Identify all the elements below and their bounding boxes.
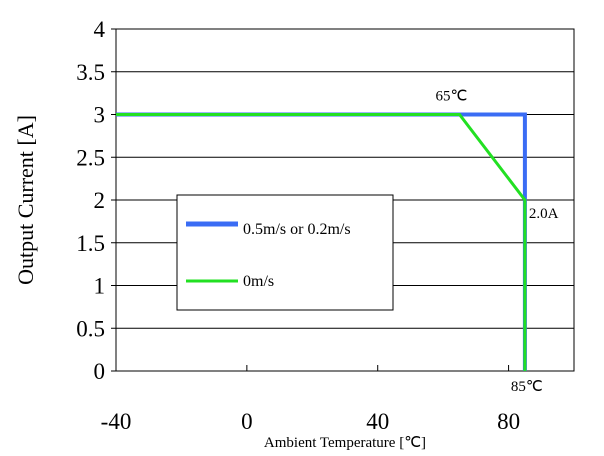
legend-label-series-1: 0.5m/s or 0.2m/s	[243, 221, 351, 238]
x-tick-label: 0	[241, 409, 253, 434]
legend-box	[176, 194, 394, 311]
x-tick-label: -40	[101, 409, 132, 434]
y-tick-label: 2	[94, 188, 106, 213]
y-tick-label: 0	[94, 359, 106, 384]
series-line-2	[116, 113, 527, 371]
y-tick-label: 3.5	[76, 60, 105, 85]
annotation-label: 2.0A	[529, 206, 559, 222]
legend: 0.5m/s or 0.2m/s 0m/s	[176, 194, 394, 311]
y-axis-ticks: 0 0.5 1 1.5 2 2.5 3 3.5 4	[76, 17, 116, 384]
series-lines	[116, 112, 527, 371]
legend-label-series-2: 0m/s	[243, 273, 274, 290]
annotation-label: 65℃	[436, 89, 468, 105]
y-tick-label: 0.5	[76, 316, 105, 341]
y-tick-label: 2.5	[76, 145, 105, 170]
y-tick-label: 3	[94, 103, 106, 128]
y-axis-title: Output Current [A]	[13, 115, 38, 285]
x-tick-label: 80	[497, 409, 520, 434]
y-tick-label: 1	[94, 274, 106, 299]
x-axis-ticks: -40 0 40 80	[101, 365, 520, 434]
annotations: 65℃ 2.0A 85℃	[436, 89, 559, 396]
annotation-label: 85℃	[511, 379, 543, 395]
y-tick-label: 4	[94, 17, 106, 42]
y-tick-label: 1.5	[76, 231, 105, 256]
x-tick-label: 40	[366, 409, 389, 434]
x-axis-title: Ambient Temperature [℃]	[264, 435, 426, 451]
